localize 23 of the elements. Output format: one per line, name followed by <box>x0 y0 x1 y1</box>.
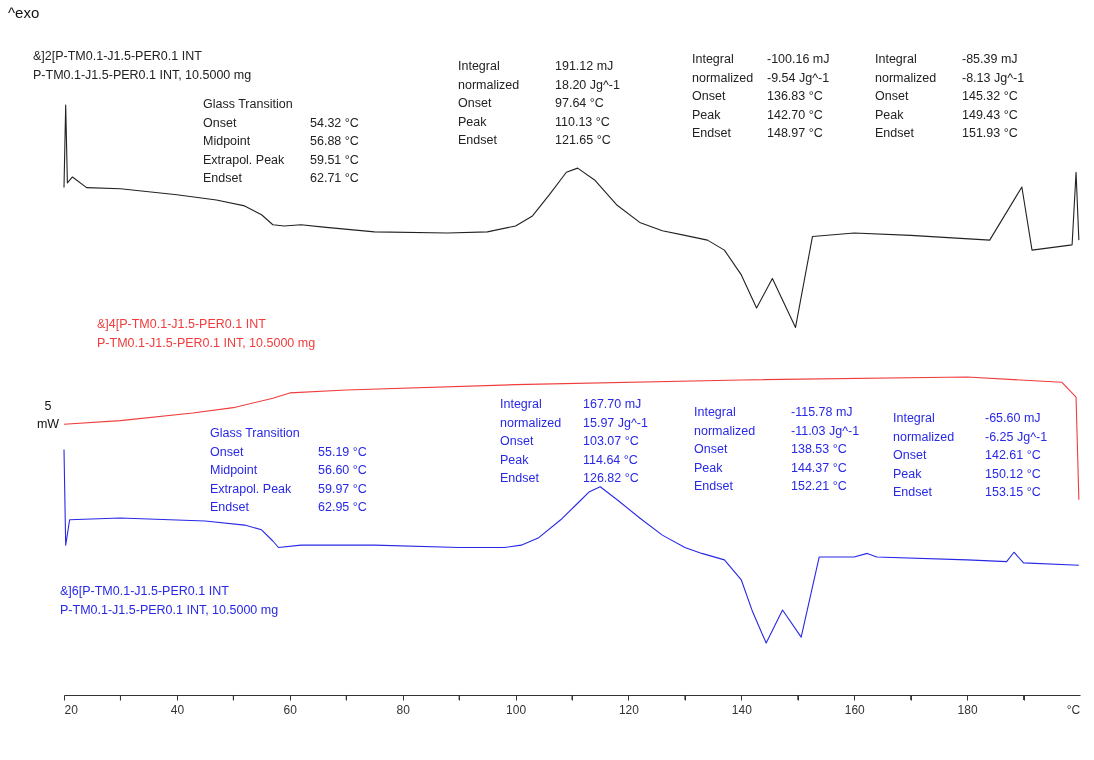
text: Integral 191.12 mJ normalized 18.20 Jg^-1 Onset 97.64 °C Peak 110.13 °C Endset 121.65 °C <box>458 59 620 147</box>
x-tick-label: 140 <box>731 702 753 717</box>
x-tick-label: 60 <box>283 702 298 717</box>
text: 5 mW <box>36 399 60 431</box>
x-tick-label: 40 <box>170 702 185 717</box>
text: &]4[P-TM0.1-J1.5-PER0.1 INT P-TM0.1-J1.5-PER0.1 INT, 10.5000 mg <box>97 317 316 350</box>
text: Integral 167.70 mJ normalized 15.97 Jg^-1 Onset 103.07 °C Peak 114.64 °C Endset 126.82 °C <box>500 397 648 485</box>
x-tick-label: 180 <box>957 702 978 717</box>
x-tick-label: 120 <box>618 702 640 717</box>
x-tick-label: 160 <box>844 702 866 717</box>
x-axis-title: °C <box>1066 702 1081 717</box>
text: Integral -65.60 mJ normalized -6.25 Jg^-1 Onset 142.61 °C Peak 150.12 °C Endset 153.15 °C <box>893 411 1048 499</box>
text: Glass Transition Onset 55.19 °C Midpoint 56.60 °C Extrapol. Peak 59.97 °C Endset 62.95 °C <box>210 426 367 514</box>
x-tick-label: 100 <box>506 702 527 717</box>
text: Glass Transition Onset 54.32 °C Midpoint 56.88 °C Extrapol. Peak 59.51 °C Endset 62.71 °C <box>203 97 359 185</box>
text: Integral -115.78 mJ normalized -11.03 Jg^-1 Onset 138.53 °C Peak 144.37 °C Endset 152.21 °C <box>694 405 860 493</box>
text: Integral -100.16 mJ normalized -9.54 Jg^-1 Onset 136.83 °C Peak 142.70 °C Endset 148.97 °C <box>692 52 830 140</box>
text: Integral -85.39 mJ normalized -8.13 Jg^-1 Onset 145.32 °C Peak 149.43 °C Endset 151.93 °C <box>875 52 1025 140</box>
chart-title: ^exo <box>8 4 40 21</box>
x-tick-label: 20 <box>64 702 79 717</box>
x-tick-label: 80 <box>396 702 411 717</box>
text: &]6[P-TM0.1-J1.5-PER0.1 INT P-TM0.1-J1.5-PER0.1 INT, 10.5000 mg <box>60 584 279 617</box>
text: &]2[P-TM0.1-J1.5-PER0.1 INT P-TM0.1-J1.5-PER0.1 INT, 10.5000 mg <box>33 49 252 82</box>
